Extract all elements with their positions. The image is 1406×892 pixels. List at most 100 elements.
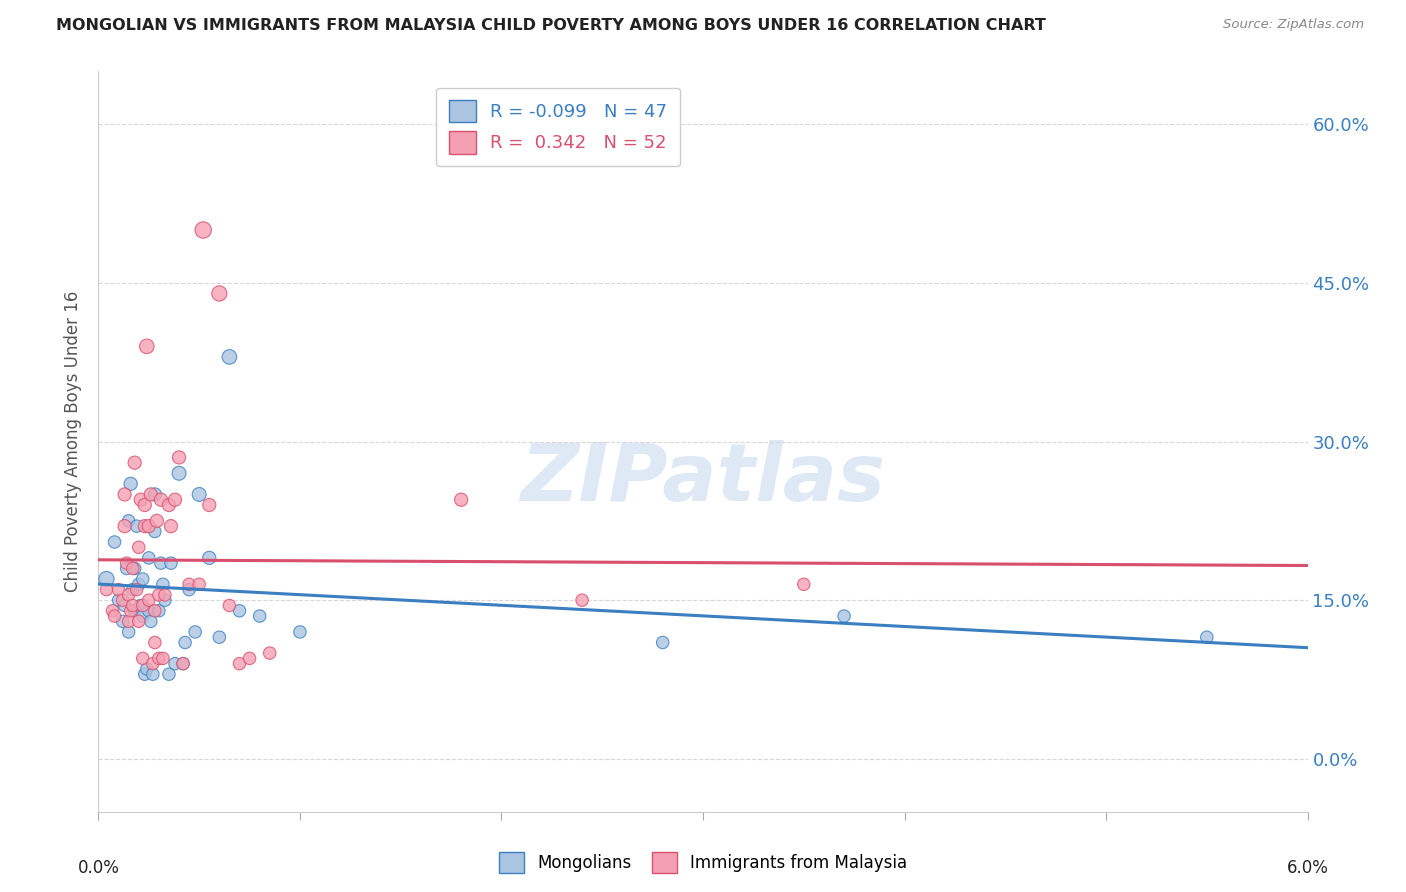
- Point: [101, 604, 124, 618]
- Point: [198, 498, 221, 512]
- Point: [143, 524, 166, 539]
- Point: [179, 577, 201, 591]
- Point: [148, 651, 170, 665]
- Point: [198, 550, 221, 565]
- Point: [129, 599, 152, 613]
- Point: [128, 615, 150, 629]
- Point: [179, 582, 201, 597]
- Point: [149, 556, 172, 570]
- Point: [107, 593, 129, 607]
- Point: [228, 657, 250, 671]
- Point: [188, 487, 211, 501]
- Point: [143, 487, 166, 501]
- Point: [96, 572, 118, 586]
- Text: 6.0%: 6.0%: [1286, 859, 1329, 878]
- Point: [111, 615, 134, 629]
- Point: [121, 599, 143, 613]
- Point: [208, 286, 231, 301]
- Point: [132, 609, 155, 624]
- Point: [793, 577, 815, 591]
- Point: [132, 651, 155, 665]
- Point: [167, 467, 190, 481]
- Point: [152, 577, 174, 591]
- Point: [153, 593, 176, 607]
- Point: [146, 514, 169, 528]
- Point: [1195, 630, 1218, 644]
- Point: [103, 609, 125, 624]
- Point: [120, 476, 142, 491]
- Point: [124, 604, 146, 618]
- Point: [218, 350, 240, 364]
- Point: [184, 624, 207, 639]
- Point: [118, 588, 141, 602]
- Point: [218, 599, 240, 613]
- Text: MONGOLIAN VS IMMIGRANTS FROM MALAYSIA CHILD POVERTY AMONG BOYS UNDER 16 CORRELAT: MONGOLIAN VS IMMIGRANTS FROM MALAYSIA CH…: [56, 18, 1046, 33]
- Point: [193, 223, 215, 237]
- Point: [121, 561, 143, 575]
- Point: [172, 657, 194, 671]
- Point: [148, 604, 170, 618]
- Point: [172, 657, 194, 671]
- Point: [153, 588, 176, 602]
- Point: [114, 599, 136, 613]
- Point: [107, 582, 129, 597]
- Point: [288, 624, 311, 639]
- Point: [167, 450, 190, 465]
- Point: [651, 635, 673, 649]
- Point: [157, 498, 180, 512]
- Point: [114, 519, 136, 533]
- Point: [134, 667, 156, 681]
- Text: ZIPatlas: ZIPatlas: [520, 440, 886, 517]
- Point: [115, 556, 138, 570]
- Y-axis label: Child Poverty Among Boys Under 16: Child Poverty Among Boys Under 16: [65, 291, 83, 592]
- Point: [124, 456, 146, 470]
- Point: [134, 498, 156, 512]
- Point: [128, 541, 150, 555]
- Point: [143, 635, 166, 649]
- Text: Source: ZipAtlas.com: Source: ZipAtlas.com: [1223, 18, 1364, 31]
- Point: [160, 519, 183, 533]
- Point: [125, 519, 148, 533]
- Point: [832, 609, 855, 624]
- Point: [118, 514, 141, 528]
- Point: [157, 667, 180, 681]
- Point: [118, 615, 141, 629]
- Point: [132, 599, 155, 613]
- Point: [138, 593, 160, 607]
- Point: [128, 577, 150, 591]
- Point: [138, 550, 160, 565]
- Point: [163, 492, 186, 507]
- Point: [129, 492, 152, 507]
- Legend: R = -0.099   N = 47, R =  0.342   N = 52: R = -0.099 N = 47, R = 0.342 N = 52: [436, 87, 681, 166]
- Point: [96, 582, 118, 597]
- Point: [149, 492, 172, 507]
- Point: [114, 487, 136, 501]
- Point: [450, 492, 472, 507]
- Point: [111, 593, 134, 607]
- Point: [239, 651, 262, 665]
- Point: [228, 604, 250, 618]
- Point: [121, 582, 143, 597]
- Point: [124, 561, 146, 575]
- Point: [208, 630, 231, 644]
- Point: [148, 588, 170, 602]
- Point: [163, 657, 186, 671]
- Point: [138, 519, 160, 533]
- Point: [152, 651, 174, 665]
- Point: [142, 667, 165, 681]
- Point: [115, 561, 138, 575]
- Point: [139, 487, 162, 501]
- Point: [160, 556, 183, 570]
- Point: [249, 609, 271, 624]
- Point: [188, 577, 211, 591]
- Point: [143, 604, 166, 618]
- Point: [135, 339, 157, 353]
- Legend: Mongolians, Immigrants from Malaysia: Mongolians, Immigrants from Malaysia: [492, 846, 914, 880]
- Point: [118, 624, 141, 639]
- Point: [571, 593, 593, 607]
- Point: [259, 646, 281, 660]
- Point: [103, 535, 125, 549]
- Point: [138, 604, 160, 618]
- Point: [139, 615, 162, 629]
- Point: [142, 657, 165, 671]
